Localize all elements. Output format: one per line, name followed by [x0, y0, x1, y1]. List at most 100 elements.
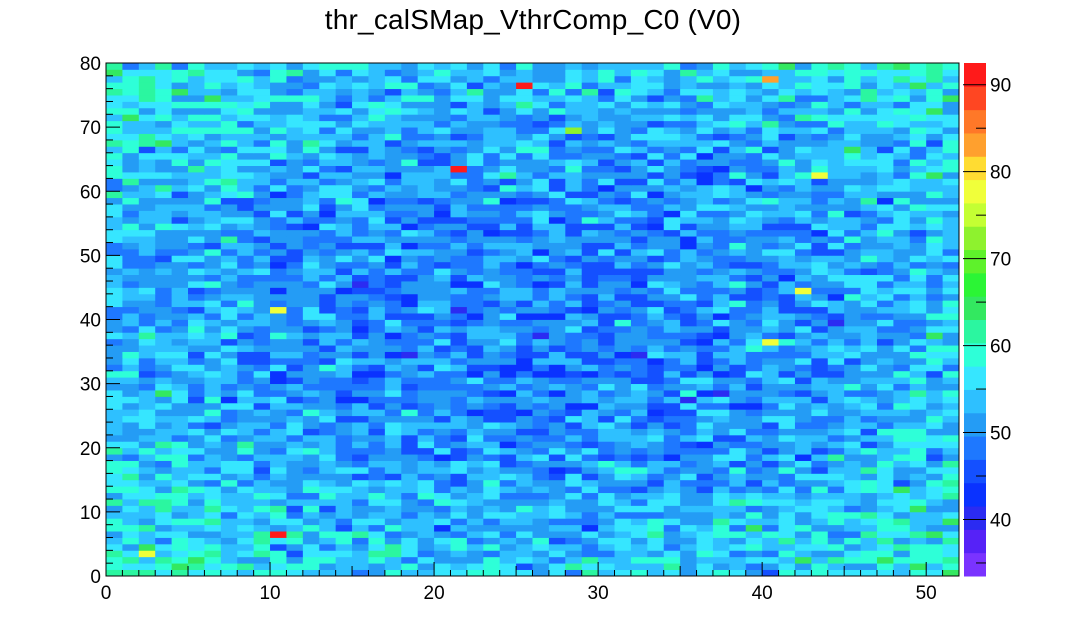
- heatmap-cell: [696, 114, 714, 122]
- heatmap-cell: [286, 107, 304, 115]
- heatmap-cell: [630, 274, 648, 282]
- heatmap-cell: [614, 120, 632, 128]
- heatmap-cell: [237, 479, 255, 487]
- heatmap-cell: [434, 268, 451, 276]
- heatmap-cell: [794, 268, 812, 276]
- heatmap-cell: [647, 428, 665, 436]
- heatmap-cell: [499, 434, 517, 442]
- heatmap-cell: [909, 127, 927, 134]
- heatmap-cell: [270, 319, 287, 327]
- heatmap-cell: [598, 338, 615, 346]
- heatmap-cell: [548, 338, 566, 346]
- heatmap-cell: [237, 216, 255, 224]
- heatmap-cell: [122, 518, 140, 526]
- heatmap-cell: [122, 101, 140, 109]
- heatmap-cell: [417, 319, 435, 327]
- heatmap-cell: [532, 499, 550, 506]
- heatmap-cell: [335, 364, 353, 372]
- palette-swatch: [964, 552, 986, 577]
- heatmap-cell: [729, 248, 747, 256]
- heatmap-cell: [155, 75, 173, 83]
- heatmap-cell: [926, 569, 943, 577]
- heatmap-cell: [581, 325, 599, 333]
- heatmap-cell: [630, 390, 648, 397]
- heatmap-cell: [647, 345, 665, 352]
- heatmap-cell: [712, 107, 730, 115]
- heatmap-cell: [352, 152, 369, 160]
- heatmap-cell: [122, 357, 140, 365]
- heatmap-cell: [827, 191, 845, 199]
- heatmap-cell: [614, 146, 632, 154]
- heatmap-cell: [647, 184, 665, 192]
- heatmap-cell: [302, 434, 320, 442]
- heatmap-cell: [844, 447, 861, 455]
- heatmap-cell: [909, 569, 927, 577]
- heatmap-cell: [630, 550, 648, 558]
- heatmap-cell: [712, 293, 730, 301]
- heatmap-cell: [499, 88, 517, 96]
- heatmap-cell: [188, 319, 205, 327]
- heatmap-cell: [680, 197, 697, 205]
- heatmap-cell: [598, 422, 615, 429]
- heatmap-cell: [204, 146, 222, 154]
- heatmap-cell: [450, 434, 468, 442]
- heatmap-cell: [548, 281, 566, 288]
- heatmap-cell: [368, 319, 386, 327]
- heatmap-cell: [450, 518, 468, 526]
- heatmap-cell: [811, 345, 829, 352]
- heatmap-cell: [893, 332, 911, 340]
- heatmap-cell: [286, 274, 304, 282]
- heatmap-cell: [794, 434, 812, 442]
- heatmap-cell: [155, 415, 173, 423]
- heatmap-cell: [253, 261, 271, 269]
- heatmap-cell: [352, 107, 369, 115]
- heatmap-cell: [614, 511, 632, 519]
- heatmap-cell: [762, 127, 779, 134]
- heatmap-cell: [138, 383, 156, 391]
- heatmap-cell: [302, 293, 320, 301]
- heatmap-cell: [253, 204, 271, 211]
- heatmap-cell: [548, 543, 566, 551]
- heatmap-cell: [516, 300, 533, 308]
- heatmap-cell: [909, 332, 927, 340]
- heatmap-cell: [696, 261, 714, 269]
- heatmap-cell: [909, 287, 927, 295]
- heatmap-cell: [106, 152, 123, 160]
- heatmap-cell: [483, 351, 501, 359]
- heatmap-cell: [876, 383, 894, 391]
- heatmap-cell: [926, 287, 943, 295]
- palette-swatch: [964, 389, 986, 414]
- heatmap-cell: [647, 556, 665, 564]
- palette-swatch: [964, 296, 986, 320]
- heatmap-cell: [450, 492, 468, 500]
- heatmap-cell: [581, 537, 599, 545]
- heatmap-cell: [630, 518, 648, 526]
- heatmap-cell: [532, 415, 550, 423]
- heatmap-cell: [598, 120, 615, 128]
- heatmap-cell: [270, 261, 287, 269]
- heatmap-cell: [401, 63, 419, 70]
- heatmap-cell: [319, 511, 337, 519]
- heatmap-cell: [696, 428, 714, 436]
- heatmap-cell: [680, 511, 697, 519]
- heatmap-cell: [680, 242, 697, 250]
- heatmap-cell: [532, 422, 550, 429]
- heatmap-cell: [122, 300, 140, 308]
- heatmap-cell: [926, 114, 943, 122]
- heatmap-cell: [220, 69, 238, 77]
- heatmap-cell: [647, 274, 665, 282]
- heatmap-cell: [417, 434, 435, 442]
- heatmap-cell: [876, 191, 894, 199]
- heatmap-cell: [138, 499, 156, 506]
- heatmap-cell: [745, 82, 763, 90]
- heatmap-cell: [138, 69, 156, 77]
- heatmap-cell: [762, 178, 779, 186]
- heatmap-cell: [286, 293, 304, 301]
- heatmap-cell: [122, 248, 140, 256]
- heatmap-cell: [532, 524, 550, 532]
- heatmap-cell: [762, 466, 779, 474]
- heatmap-cell: [352, 69, 369, 77]
- heatmap-cell: [778, 152, 796, 160]
- heatmap-cell: [794, 556, 812, 564]
- heatmap-cell: [335, 377, 353, 385]
